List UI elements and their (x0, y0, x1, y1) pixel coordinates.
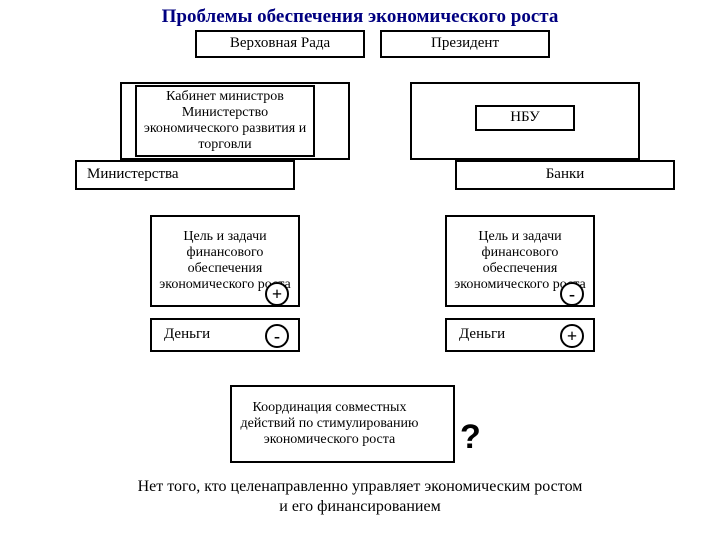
node-president: Президент (380, 30, 550, 58)
node-banks: Банки (455, 160, 675, 190)
minus-icon: - (265, 324, 289, 348)
footer-line-1: Нет того, кто целенаправленно управляет … (0, 478, 720, 496)
plus-icon: + (265, 282, 289, 306)
diagram-title: Проблемы обеспечения экономического рост… (0, 6, 720, 28)
minus-icon: - (560, 282, 584, 306)
node-nbu: НБУ (475, 105, 575, 131)
node-ministries: Министерства (75, 160, 295, 190)
plus-icon: + (560, 324, 584, 348)
node-rada: Верховная Рада (195, 30, 365, 58)
node-cabinet: Кабинет министров Министерство экономиче… (135, 85, 315, 157)
footer-line-2: и его финансированием (0, 498, 720, 516)
question-mark-icon: ? (460, 418, 481, 457)
node-coordination: Координация совместных действий по стиму… (230, 385, 455, 463)
